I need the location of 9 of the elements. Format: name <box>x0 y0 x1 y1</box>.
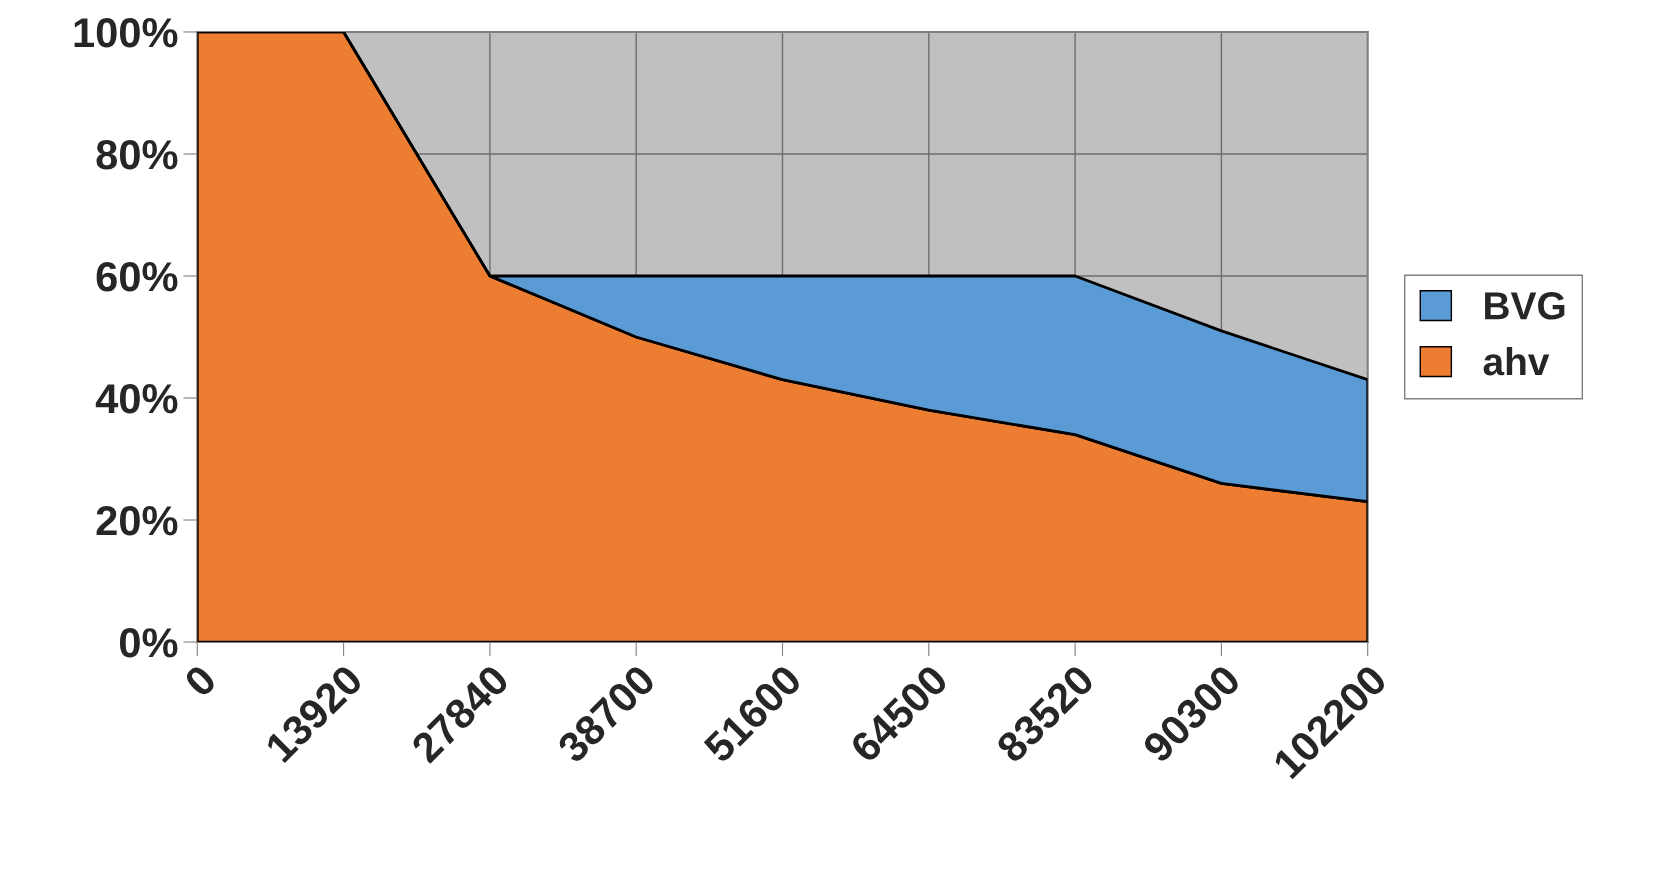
y-tick-label: 0% <box>119 628 178 658</box>
y-tick-label: 40% <box>95 384 178 414</box>
legend-label: ahv <box>1483 346 1550 376</box>
y-tick-label: 80% <box>96 139 178 170</box>
y-tick-label: 100% <box>74 17 178 48</box>
y-tick-label: 60% <box>96 261 178 292</box>
x-tick-label: 0 <box>182 663 218 699</box>
y-tick-label: 20% <box>96 506 178 536</box>
legend-label: BVG <box>1485 292 1565 320</box>
